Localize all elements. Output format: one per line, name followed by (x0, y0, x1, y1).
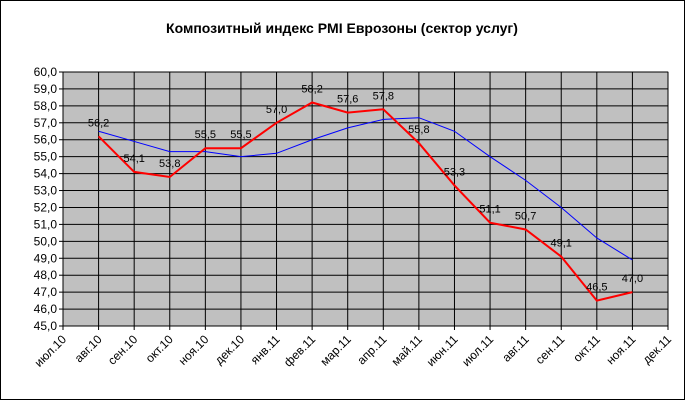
y-tick-label: 47,0 (34, 285, 58, 299)
data-label: 57,8 (373, 90, 394, 102)
y-tick-label: 49,0 (34, 251, 58, 265)
data-label: 49,1 (551, 238, 572, 250)
data-label: 55,8 (408, 124, 429, 136)
data-label: 50,7 (515, 210, 536, 222)
data-label: 47,0 (622, 273, 643, 285)
y-tick-label: 59,0 (34, 82, 58, 96)
data-label: 56,2 (88, 117, 109, 129)
series-line (97, 101, 633, 302)
y-tick-label: 60,0 (34, 65, 58, 79)
data-label: 58,2 (301, 83, 322, 95)
y-tick-label: 56,0 (34, 133, 58, 147)
data-label: 46,5 (586, 282, 607, 294)
y-tick-label: 51,0 (34, 217, 58, 231)
y-tick-label: 50,0 (34, 234, 58, 248)
y-tick-label: 57,0 (34, 116, 58, 130)
plot-area (62, 71, 669, 327)
data-label: 53,8 (159, 158, 180, 170)
data-label: 57,0 (266, 104, 287, 116)
y-tick-label: 53,0 (34, 184, 58, 198)
y-tick-label: 46,0 (34, 302, 58, 316)
chart-title: Композитный индекс PMI Еврозоны (сектор … (166, 20, 518, 36)
y-tick-label: 48,0 (34, 268, 58, 282)
data-label: 54,1 (123, 153, 144, 165)
y-tick-label: 54,0 (34, 167, 58, 181)
y-tick-label: 55,0 (34, 150, 58, 164)
data-label: 55,5 (195, 129, 216, 141)
data-label: 55,5 (230, 129, 251, 141)
y-tick-label: 52,0 (34, 200, 58, 214)
data-label: 57,6 (337, 94, 358, 106)
data-label: 53,3 (444, 166, 465, 178)
y-tick-label: 45,0 (34, 319, 58, 333)
y-tick-label: 58,0 (34, 99, 58, 113)
series-line (98, 117, 633, 261)
data-label: 51,1 (479, 204, 500, 216)
